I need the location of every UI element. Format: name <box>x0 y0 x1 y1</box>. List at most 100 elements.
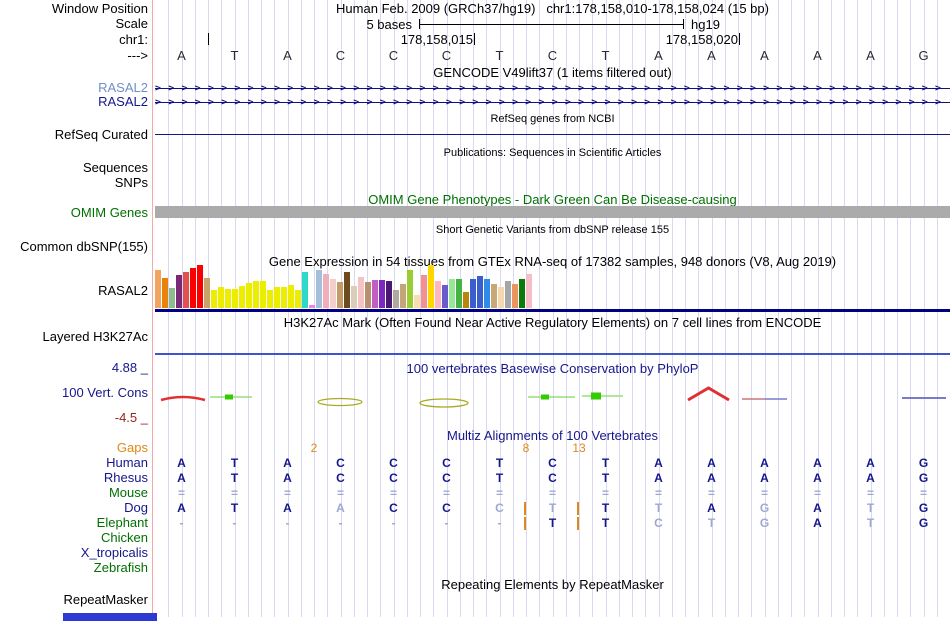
base-letter: C <box>441 48 452 63</box>
base-letter: A <box>177 48 186 63</box>
alignment-base: A <box>866 456 875 470</box>
species-label-elephant[interactable]: Elephant <box>96 515 148 530</box>
gtex-gene-label[interactable]: RASAL2 <box>98 283 148 298</box>
gene-label-rasal2-2[interactable]: RASAL2 <box>98 94 148 109</box>
species-label-rhesus[interactable]: Rhesus <box>103 470 148 485</box>
gtex-bar <box>260 281 266 308</box>
base-letter: A <box>866 48 875 63</box>
gridline <box>725 0 726 617</box>
gridline <box>274 0 275 617</box>
species-label-zebrafish[interactable]: Zebrafish <box>93 560 148 575</box>
base-letter: A <box>760 48 769 63</box>
phylop-wiggle-plot <box>155 383 950 411</box>
dbsnp-track-title: Short Genetic Variants from dbSNP releas… <box>435 224 670 236</box>
scale-label: Scale <box>115 16 148 31</box>
base-letter: A <box>283 48 292 63</box>
species-label-mouse[interactable]: Mouse <box>108 485 148 500</box>
ruler-pos-right: 178,158,020 <box>665 32 738 47</box>
species-label-human[interactable]: Human <box>106 455 148 470</box>
repeatmasker-track-title: Repeating Elements by RepeatMasker <box>441 577 664 592</box>
refseq-curated-label[interactable]: RefSeq Curated <box>54 127 148 142</box>
alignment-base: = <box>707 486 715 500</box>
gtex-bar <box>484 279 490 308</box>
insertion-marker <box>577 502 579 515</box>
refseq-gene-line[interactable] <box>155 134 950 135</box>
gtex-bar <box>442 285 448 308</box>
omim-track-title: OMIM Gene Phenotypes - Dark Green Can Be… <box>368 192 737 207</box>
alignment-base: T <box>601 516 610 530</box>
alignment-base: A <box>654 456 663 470</box>
alignment-base: A <box>813 471 822 485</box>
gtex-bar <box>169 288 175 308</box>
alignment-base: - <box>391 516 396 530</box>
gtex-bar <box>512 284 518 308</box>
repeatmasker-label[interactable]: RepeatMasker <box>63 592 148 607</box>
gene-label-rasal2-1[interactable]: RASAL2 <box>98 80 148 95</box>
gridline <box>539 0 540 617</box>
alignment-base: C <box>442 501 451 515</box>
gtex-bar <box>239 286 245 308</box>
layered-h3k27ac-label[interactable]: Layered H3K27Ac <box>42 329 148 344</box>
omim-gene-bar[interactable] <box>155 206 950 218</box>
species-label-gaps[interactable]: Gaps <box>116 440 148 455</box>
species-label-chicken[interactable]: Chicken <box>101 530 148 545</box>
gene-arrows-row[interactable]: >>>>>>>>>>>>>>>>>>>>>>>>>>>>>>>>>>>>>>>>… <box>155 81 950 95</box>
gridline <box>500 0 501 617</box>
alignment-base: = <box>230 486 238 500</box>
alignment-base: = <box>442 486 450 500</box>
alignment-base: = <box>495 486 503 500</box>
gridline <box>486 0 487 617</box>
alignment-base: T <box>230 456 239 470</box>
alignment-base: = <box>866 486 874 500</box>
gridline <box>765 0 766 617</box>
gridline <box>367 0 368 617</box>
gridline <box>645 0 646 617</box>
h3k27ac-baseline <box>155 353 950 355</box>
gridline <box>235 0 236 617</box>
gtex-bar <box>316 270 322 308</box>
gtex-bar <box>267 290 273 308</box>
gap-size-number: 8 <box>522 441 530 455</box>
alignment-base: T <box>548 516 557 530</box>
base-letter: G <box>918 48 929 63</box>
alignment-base: T <box>707 516 716 530</box>
gene-arrows-row[interactable]: >>>>>>>>>>>>>>>>>>>>>>>>>>>>>>>>>>>>>>>>… <box>155 95 950 109</box>
gtex-bar <box>393 290 399 308</box>
alignment-base: A <box>760 456 769 470</box>
gridline <box>937 0 938 617</box>
alignment-base: A <box>654 471 663 485</box>
alignment-base: T <box>866 501 875 515</box>
gridline <box>168 0 169 617</box>
alignment-base: A <box>707 501 716 515</box>
snps-label[interactable]: SNPs <box>114 175 148 190</box>
omim-genes-label[interactable]: OMIM Genes <box>70 205 148 220</box>
gene-strand-arrows: >>>>>>>>>>>>>>>>>>>>>>>>>>>>>>>>>>>>>>>>… <box>155 83 949 94</box>
phylop-wiggle-svg <box>160 386 946 408</box>
alignment-base: C <box>495 501 504 515</box>
gridline <box>791 0 792 617</box>
gtex-bar <box>428 265 434 308</box>
common-dbsnp-label[interactable]: Common dbSNP(155) <box>20 239 148 254</box>
alignment-base: - <box>285 516 290 530</box>
alignment-base: A <box>813 516 822 530</box>
bottom-blue-bar <box>63 613 157 621</box>
gridline <box>553 0 554 617</box>
gridline <box>394 0 395 617</box>
strand-arrow-label[interactable]: ---> <box>127 48 148 63</box>
gridline <box>327 0 328 617</box>
gridline <box>857 0 858 617</box>
alignment-base: A <box>177 456 186 470</box>
gridline <box>924 0 925 617</box>
species-label-dog[interactable]: Dog <box>124 500 148 515</box>
alignment-base: - <box>232 516 237 530</box>
alignment-base: C <box>548 456 557 470</box>
insertion-marker <box>524 517 526 530</box>
sequences-label[interactable]: Sequences <box>82 160 148 175</box>
window-position-label: Window Position <box>51 1 148 16</box>
ruler-pos-left: 178,158,015 <box>400 32 473 47</box>
vert-cons-label[interactable]: 100 Vert. Cons <box>62 385 148 400</box>
insertion-marker <box>524 502 526 515</box>
species-label-x_tropicalis[interactable]: X_tropicalis <box>80 545 148 560</box>
